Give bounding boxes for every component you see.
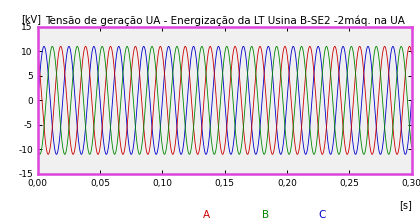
Text: [kV]: [kV] [21, 14, 41, 24]
Title: Tensão de geração UA - Energização da LT Usina B-SE2 -2máq. na UA: Tensão de geração UA - Energização da LT… [45, 15, 404, 26]
Text: C: C [318, 210, 326, 220]
Text: [s]: [s] [399, 200, 412, 211]
Text: A: A [202, 210, 210, 220]
Text: B: B [262, 210, 269, 220]
